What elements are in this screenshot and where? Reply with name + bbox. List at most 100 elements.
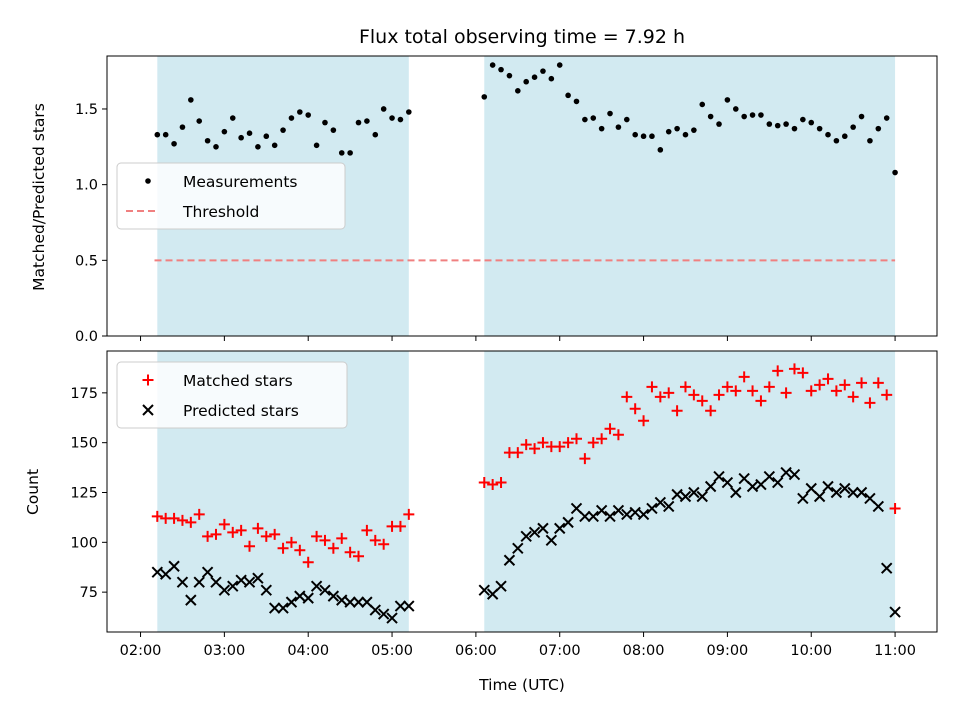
measurement-point — [489, 62, 496, 68]
legend: Matched stars Predicted stars — [116, 361, 348, 429]
predicted-point — [495, 580, 507, 592]
matched-point — [688, 389, 700, 401]
predicted-point — [336, 594, 348, 606]
matched-point — [705, 405, 717, 417]
matched-point — [277, 542, 289, 554]
legend-marker — [145, 178, 151, 184]
matched-point — [311, 530, 323, 542]
matched-point — [554, 441, 566, 453]
matched-point — [403, 508, 415, 520]
measurement-point — [162, 131, 169, 138]
predicted-point — [503, 554, 516, 566]
measurement-point — [406, 109, 412, 115]
measurement-point — [699, 101, 706, 108]
predicted-point — [746, 480, 759, 493]
y-tick-label: 150 — [70, 436, 98, 452]
measurement-point — [255, 144, 261, 150]
measurement-point — [850, 124, 856, 130]
measurement-point — [657, 147, 664, 153]
predicted-point — [512, 542, 524, 555]
matched-point — [285, 536, 297, 548]
matched-point — [394, 520, 406, 532]
matched-point — [797, 367, 809, 379]
measurement-point — [565, 92, 571, 99]
matched-point — [596, 433, 608, 445]
predicted-point — [478, 584, 490, 596]
predicted-point — [386, 612, 398, 624]
bottom-xlabel: Time (UTC) — [478, 676, 565, 694]
predicted-point — [403, 600, 415, 612]
predicted-point — [185, 594, 197, 606]
matched-point — [604, 423, 616, 435]
measurement-point — [783, 121, 789, 127]
matched-point — [529, 443, 541, 455]
predicted-point — [218, 584, 231, 596]
measurement-point — [188, 97, 194, 103]
matched-point — [227, 526, 239, 538]
matched-point — [168, 512, 180, 524]
matched-point — [713, 389, 725, 401]
measurement-point — [481, 94, 488, 100]
predicted-point — [621, 508, 633, 521]
predicted-point — [268, 602, 281, 614]
predicted-point — [813, 490, 826, 503]
legend: Measurements Threshold — [116, 162, 346, 230]
measurement-point — [582, 116, 588, 123]
matched-point — [679, 381, 691, 393]
predicted-point — [637, 508, 650, 521]
matched-point — [327, 542, 339, 554]
x-tick-label: 08:00 — [623, 643, 665, 659]
matched-point — [763, 381, 775, 393]
predicted-point — [193, 576, 205, 588]
predicted-point — [646, 502, 658, 515]
measurement-point — [867, 137, 873, 144]
matched-point — [235, 524, 247, 536]
matched-point — [193, 508, 205, 520]
matched-point — [579, 453, 591, 465]
matched-point — [872, 377, 884, 389]
predicted-point — [654, 496, 667, 509]
matched-point — [210, 528, 222, 540]
measurement-point — [540, 68, 546, 74]
legend-label: Predicted stars — [183, 402, 299, 420]
matched-point — [730, 385, 742, 397]
matched-point — [378, 538, 390, 550]
measurement-point — [213, 144, 219, 150]
measurement-point — [883, 115, 890, 121]
matched-point — [839, 379, 851, 391]
predicted-point — [579, 510, 591, 523]
matched-point — [755, 395, 767, 407]
measurement-point — [892, 169, 898, 176]
predicted-point — [780, 466, 792, 479]
measurement-point — [246, 130, 253, 136]
predicted-point — [327, 590, 340, 602]
y-tick-label: 125 — [70, 485, 98, 501]
predicted-point — [679, 490, 692, 503]
matched-point — [294, 544, 306, 556]
matched-point — [864, 397, 876, 409]
predicted-point — [302, 592, 314, 604]
predicted-point — [880, 562, 893, 574]
measurement-point — [288, 115, 295, 121]
predicted-point — [671, 488, 683, 501]
matched-point — [176, 514, 188, 526]
measurement-point — [347, 150, 353, 156]
measurement-point — [665, 128, 672, 135]
matched-point — [889, 502, 901, 514]
plot-frame — [106, 55, 938, 337]
predicted-point — [629, 506, 641, 519]
measurement-point — [741, 113, 747, 120]
predicted-point — [612, 504, 625, 517]
measurement-point — [841, 133, 848, 140]
predicted-point — [537, 522, 549, 535]
matched-point — [151, 510, 163, 522]
measurement-point — [330, 127, 337, 133]
x-tick-label: 10:00 — [790, 643, 832, 659]
measurement-point — [800, 116, 806, 123]
predicted-point — [294, 590, 306, 602]
measurement-point — [573, 98, 580, 105]
measurement-point — [791, 125, 798, 132]
predicted-point — [788, 468, 801, 481]
predicted-point — [243, 576, 256, 588]
top-ylabel: Matched/Predicted stars — [30, 103, 48, 291]
